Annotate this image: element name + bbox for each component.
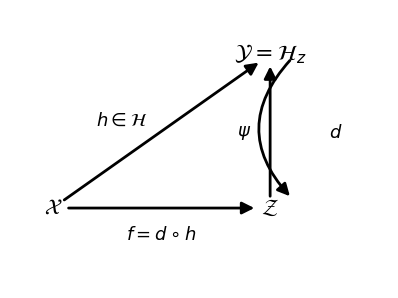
- Text: $h \in \mathcal{H}$: $h \in \mathcal{H}$: [96, 112, 148, 130]
- Text: $\psi$: $\psi$: [237, 124, 252, 142]
- Text: $d$: $d$: [329, 124, 342, 142]
- Text: $f = d \circ h$: $f = d \circ h$: [126, 226, 197, 243]
- Text: $\mathcal{X}$: $\mathcal{X}$: [43, 198, 62, 218]
- Text: $\mathcal{Y} = \mathcal{H}_z$: $\mathcal{Y} = \mathcal{H}_z$: [234, 43, 306, 66]
- FancyArrowPatch shape: [259, 60, 290, 194]
- Text: $\mathcal{Z}$: $\mathcal{Z}$: [261, 198, 279, 218]
